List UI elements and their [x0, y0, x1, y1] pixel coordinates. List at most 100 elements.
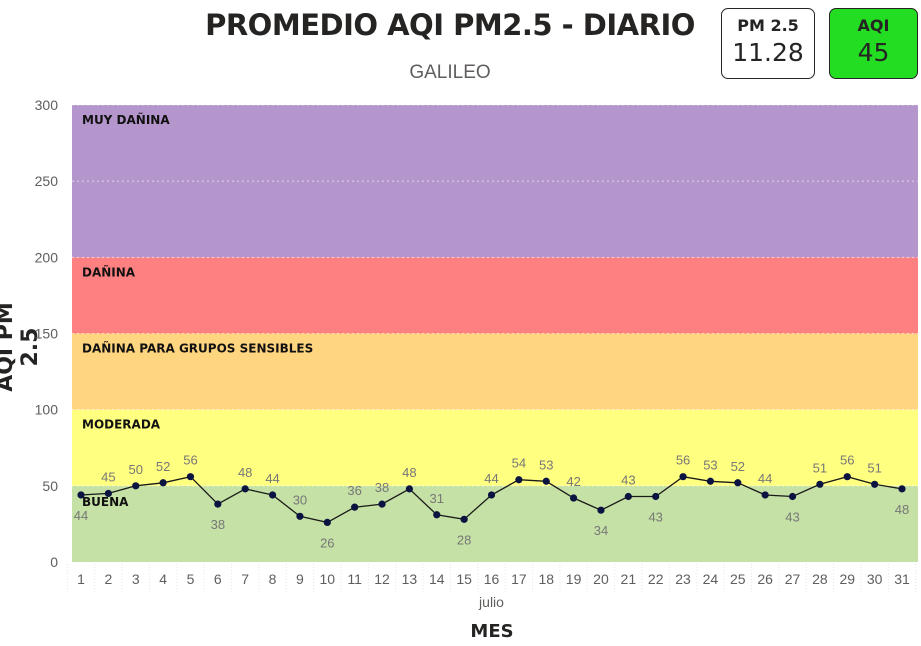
x-tick-label-9: 10 — [320, 571, 336, 587]
x-tick-label-26: 27 — [785, 571, 801, 587]
data-point-10 — [323, 518, 331, 526]
data-point-19 — [570, 494, 578, 502]
data-label-3: 50 — [128, 462, 142, 477]
x-group-label: julio — [478, 594, 504, 610]
data-point-24 — [706, 477, 715, 485]
x-tick-label-21: 22 — [648, 571, 664, 587]
y-tick-label-4: 200 — [35, 249, 59, 265]
x-tick-label-4: 5 — [187, 571, 195, 587]
x-tick-label-16: 17 — [511, 571, 527, 587]
data-point-31 — [898, 485, 906, 493]
data-point-1 — [77, 491, 85, 499]
x-tick-label-18: 19 — [566, 571, 582, 587]
data-point-5 — [186, 473, 195, 481]
x-tick-label-1: 2 — [104, 571, 112, 587]
data-point-30 — [871, 480, 879, 488]
data-label-27: 43 — [785, 509, 799, 524]
data-point-25 — [734, 479, 742, 487]
x-tick-label-3: 4 — [159, 571, 167, 587]
pm25-card-value: 11.28 — [732, 38, 804, 67]
x-tick-label-17: 18 — [538, 571, 554, 587]
x-tick-label-10: 11 — [347, 571, 362, 587]
data-point-9 — [296, 512, 304, 520]
band-1 — [72, 409, 918, 486]
x-tick-label-19: 20 — [593, 571, 609, 587]
x-tick-label-30: 31 — [894, 571, 910, 587]
aqi-card-value: 45 — [857, 38, 890, 67]
data-point-17 — [515, 476, 523, 484]
data-label-9: 30 — [293, 492, 307, 507]
band-label-4: MUY DAÑINA — [82, 112, 170, 127]
data-label-13: 48 — [402, 465, 416, 480]
band-label-0: BUENA — [82, 495, 129, 509]
band-3 — [72, 257, 918, 334]
data-point-6 — [214, 500, 222, 508]
data-label-26: 44 — [758, 471, 772, 486]
x-tick-label-13: 14 — [429, 571, 445, 587]
data-point-2 — [104, 489, 112, 498]
y-tick-label-5: 250 — [35, 173, 59, 189]
data-label-16: 44 — [484, 471, 498, 486]
y-tick-label-6: 300 — [35, 97, 59, 113]
data-label-20: 34 — [594, 523, 608, 538]
data-label-15: 28 — [457, 532, 471, 547]
data-label-21: 43 — [621, 472, 635, 487]
x-tick-label-6: 7 — [241, 571, 249, 587]
data-point-21 — [624, 492, 632, 501]
x-tick-label-25: 26 — [757, 571, 773, 587]
data-point-26 — [761, 491, 769, 499]
data-point-11 — [351, 503, 359, 511]
x-tick-label-11: 12 — [374, 571, 390, 587]
data-label-18: 53 — [539, 457, 553, 472]
band-label-3: DAÑINA — [82, 264, 136, 279]
data-point-15 — [460, 515, 468, 523]
data-point-28 — [816, 480, 824, 488]
data-label-19: 42 — [566, 474, 580, 489]
data-point-20 — [597, 506, 605, 514]
data-point-7 — [241, 485, 249, 493]
data-label-12: 38 — [375, 480, 389, 495]
band-label-2: DAÑINA PARA GRUPOS SENSIBLES — [82, 341, 313, 356]
data-point-13 — [405, 485, 413, 493]
x-tick-label-28: 29 — [839, 571, 855, 587]
data-point-12 — [378, 500, 386, 508]
data-point-3 — [132, 482, 140, 490]
data-label-7: 48 — [238, 465, 252, 480]
data-label-25: 52 — [731, 459, 745, 474]
chart-title: PROMEDIO AQI PM2.5 - DIARIO — [205, 8, 695, 42]
aqi-card-label: AQI — [857, 16, 890, 35]
chart-subtitle: GALILEO — [409, 62, 491, 83]
x-tick-label-14: 15 — [456, 571, 472, 587]
x-tick-label-24: 25 — [730, 571, 746, 587]
x-tick-label-12: 13 — [402, 571, 418, 587]
x-tick-label-29: 30 — [867, 571, 883, 587]
data-point-8 — [268, 491, 277, 499]
y-tick-label-1: 50 — [42, 478, 58, 494]
x-axis-title: MES — [470, 621, 514, 642]
data-point-23 — [679, 473, 687, 481]
pm25-card-label: PM 2.5 — [737, 16, 799, 35]
x-tick-label-27: 28 — [812, 571, 828, 587]
data-label-30: 51 — [867, 460, 881, 475]
data-label-8: 44 — [265, 471, 279, 486]
data-point-22 — [652, 492, 660, 501]
data-point-4 — [159, 479, 167, 487]
data-label-2: 45 — [101, 469, 115, 484]
y-tick-label-2: 100 — [35, 402, 59, 418]
aqi-card: AQI 45 — [829, 8, 918, 79]
x-tick-label-22: 23 — [675, 571, 691, 587]
data-label-31: 48 — [895, 502, 909, 517]
x-tick-label-15: 16 — [484, 571, 500, 587]
x-tick-label-0: 1 — [77, 571, 85, 587]
data-label-28: 51 — [813, 460, 827, 475]
data-point-18 — [542, 477, 550, 485]
data-label-23: 56 — [676, 453, 690, 468]
data-point-16 — [487, 491, 496, 499]
x-tick-label-20: 21 — [621, 571, 637, 587]
data-label-14: 31 — [430, 491, 444, 506]
y-tick-label-3: 150 — [35, 326, 59, 342]
data-label-4: 52 — [156, 459, 170, 474]
data-label-10: 26 — [320, 535, 334, 550]
data-label-29: 56 — [840, 453, 854, 468]
band-2 — [72, 333, 918, 410]
